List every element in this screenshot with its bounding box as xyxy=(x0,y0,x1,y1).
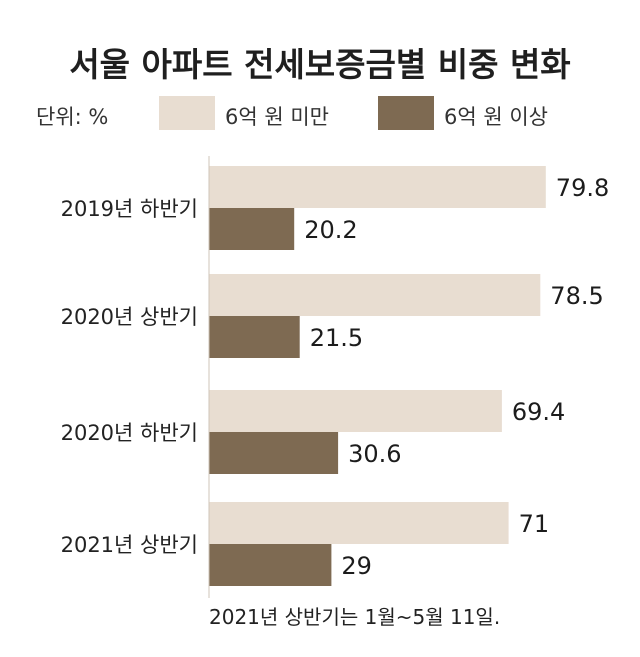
legend-label-600m-or-more: 6억 원 이상 xyxy=(444,105,548,129)
category-label: 2021년 상반기 xyxy=(61,533,198,557)
data-label: 69.4 xyxy=(512,398,565,426)
data-label: 30.6 xyxy=(348,440,401,468)
category-label: 2020년 하반기 xyxy=(61,421,198,445)
bar-under-600m xyxy=(209,166,546,208)
bar-600m-or-more xyxy=(209,432,339,474)
legend-label-under-600m: 6억 원 미만 xyxy=(225,105,329,129)
legend-swatch-under-600m xyxy=(159,96,215,130)
chart-title: 서울 아파트 전세보증금별 비중 변화 xyxy=(69,45,570,84)
data-label: 29 xyxy=(341,552,372,580)
bar-under-600m xyxy=(209,390,502,432)
bar-under-600m xyxy=(209,274,541,316)
bar-under-600m xyxy=(209,502,509,544)
category-label: 2019년 하반기 xyxy=(61,197,198,221)
data-label: 21.5 xyxy=(310,324,363,352)
data-label: 20.2 xyxy=(304,216,357,244)
bar-600m-or-more xyxy=(209,544,332,586)
bar-600m-or-more xyxy=(209,208,295,250)
data-label: 78.5 xyxy=(550,282,603,310)
legend-swatch-600m-or-more xyxy=(378,96,434,130)
category-label: 2020년 상반기 xyxy=(61,305,198,329)
bar-600m-or-more xyxy=(209,316,300,358)
data-label: 79.8 xyxy=(556,174,609,202)
unit-label: 단위: % xyxy=(36,105,108,129)
data-label: 71 xyxy=(519,510,550,538)
footnote: 2021년 상반기는 1월~5월 11일. xyxy=(209,605,500,629)
bars-group: 2019년 하반기 79.8 20.2 2020년 상반기 78.5 21.5 2020년 … xyxy=(61,166,609,586)
